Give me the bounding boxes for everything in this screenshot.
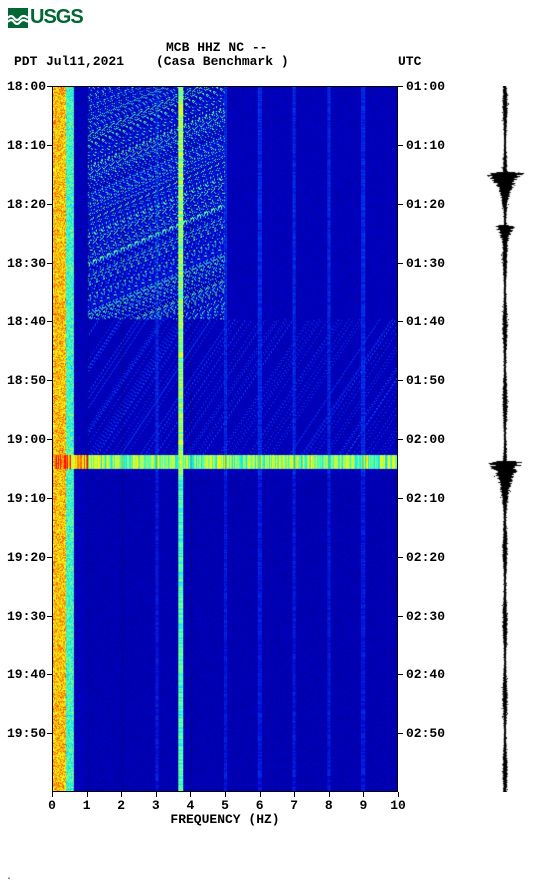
- y-right-time-label: 01:30: [406, 256, 445, 271]
- y-left-tick: [47, 439, 52, 440]
- y-right-tick: [398, 86, 403, 87]
- x-tick-label: 1: [77, 798, 97, 813]
- y-left-tick: [47, 557, 52, 558]
- y-left-time-label: 19:20: [0, 550, 46, 565]
- y-left-tick: [47, 498, 52, 499]
- y-left-tick: [47, 321, 52, 322]
- x-tick: [121, 792, 122, 797]
- y-left-time-label: 19:50: [0, 726, 46, 741]
- station-code: MCB HHZ NC --: [166, 40, 267, 55]
- y-right-time-label: 01:20: [406, 197, 445, 212]
- y-right-time-label: 02:20: [406, 550, 445, 565]
- y-left-tick: [47, 204, 52, 205]
- x-tick: [363, 792, 364, 797]
- y-left-tick: [47, 145, 52, 146]
- y-left-time-label: 19:40: [0, 667, 46, 682]
- x-tick-label: 9: [353, 798, 373, 813]
- y-right-tick: [398, 733, 403, 734]
- station-name: (Casa Benchmark ): [156, 54, 289, 69]
- y-right-time-label: 02:10: [406, 491, 445, 506]
- y-right-tick: [398, 557, 403, 558]
- x-tick: [329, 792, 330, 797]
- y-left-tick: [47, 380, 52, 381]
- wave-icon: [8, 8, 28, 28]
- y-right-time-label: 01:50: [406, 373, 445, 388]
- y-right-tick: [398, 616, 403, 617]
- x-tick: [260, 792, 261, 797]
- y-left-time-label: 19:00: [0, 432, 46, 447]
- y-left-time-label: 18:40: [0, 314, 46, 329]
- x-tick: [190, 792, 191, 797]
- x-tick: [52, 792, 53, 797]
- x-tick-label: 8: [319, 798, 339, 813]
- y-right-tick: [398, 674, 403, 675]
- y-left-time-label: 19:10: [0, 491, 46, 506]
- y-left-time-label: 18:50: [0, 373, 46, 388]
- y-right-time-label: 02:50: [406, 726, 445, 741]
- x-tick: [225, 792, 226, 797]
- y-left-tick: [47, 674, 52, 675]
- y-left-tick: [47, 733, 52, 734]
- date-label: Jul11,2021: [46, 54, 124, 69]
- y-right-tick: [398, 145, 403, 146]
- x-tick: [398, 792, 399, 797]
- y-right-time-label: 01:10: [406, 138, 445, 153]
- footer-mark: .: [6, 872, 12, 883]
- spectrogram-canvas: [53, 87, 397, 791]
- seismogram: [466, 86, 544, 792]
- x-tick-label: 6: [250, 798, 270, 813]
- x-tick-label: 4: [180, 798, 200, 813]
- usgs-logo: USGS: [8, 6, 83, 29]
- y-right-tick: [398, 263, 403, 264]
- y-right-tick: [398, 321, 403, 322]
- y-right-tick: [398, 204, 403, 205]
- x-axis-title: FREQUENCY (HZ): [52, 812, 398, 827]
- tz-left-label: PDT: [14, 54, 37, 69]
- x-tick-label: 3: [146, 798, 166, 813]
- x-tick-label: 5: [215, 798, 235, 813]
- y-left-time-label: 18:20: [0, 197, 46, 212]
- x-tick-label: 0: [42, 798, 62, 813]
- y-left-time-label: 18:00: [0, 79, 46, 94]
- seismogram-canvas: [466, 86, 544, 792]
- y-right-time-label: 01:40: [406, 314, 445, 329]
- y-right-tick: [398, 498, 403, 499]
- y-left-tick: [47, 616, 52, 617]
- spectrogram: [52, 86, 398, 792]
- x-tick: [294, 792, 295, 797]
- x-tick-label: 2: [111, 798, 131, 813]
- y-right-tick: [398, 380, 403, 381]
- x-tick-label: 7: [284, 798, 304, 813]
- x-tick: [87, 792, 88, 797]
- usgs-logo-text: USGS: [30, 6, 83, 29]
- x-tick-label: 10: [388, 798, 408, 813]
- y-left-tick: [47, 86, 52, 87]
- y-left-time-label: 18:10: [0, 138, 46, 153]
- x-tick: [156, 792, 157, 797]
- y-left-time-label: 18:30: [0, 256, 46, 271]
- y-left-tick: [47, 263, 52, 264]
- tz-right-label: UTC: [398, 54, 421, 69]
- y-right-time-label: 02:00: [406, 432, 445, 447]
- y-right-time-label: 02:30: [406, 609, 445, 624]
- y-left-time-label: 19:30: [0, 609, 46, 624]
- y-right-time-label: 01:00: [406, 79, 445, 94]
- y-right-tick: [398, 439, 403, 440]
- y-right-time-label: 02:40: [406, 667, 445, 682]
